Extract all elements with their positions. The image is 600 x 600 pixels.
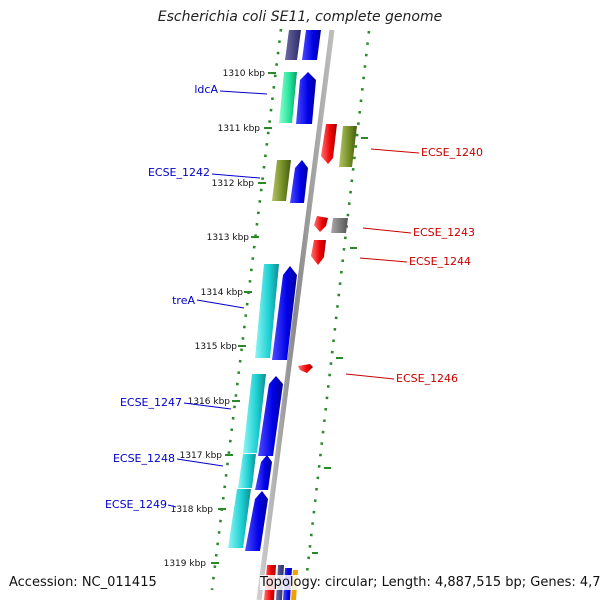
gene-label-ECSE_1248: ECSE_1248 [113, 452, 175, 465]
gene-label-treA: treA [172, 294, 195, 307]
kbp-label: 1311 kbp [218, 124, 261, 134]
feature-ECSE_1242-cds [290, 160, 308, 203]
kbp-label: 1318 kbp [171, 505, 214, 515]
kbp-label: 1312 kbp [212, 179, 255, 189]
gene-label-ECSE_1240: ECSE_1240 [421, 146, 483, 159]
outer-ring-dashes [312, 137, 368, 554]
right-leader-lines [345, 148, 420, 380]
inner-left-tick-ring [210, 28, 283, 591]
gene-label-ECSE_1243: ECSE_1243 [413, 226, 475, 239]
gene-label-ECSE_1242: ECSE_1242 [148, 166, 210, 179]
feature-ECSE_1248-cds [255, 455, 272, 490]
kbp-label: 1315 kbp [195, 342, 238, 352]
feature-ECSE_1249-gene [228, 489, 251, 548]
kbp-tick-marks [211, 72, 276, 564]
feature-ECSE_1244-red [311, 240, 326, 265]
feature-ECSE_1240-olive [339, 126, 357, 167]
genome-backbone [256, 29, 335, 600]
feature-ldcA-gene [279, 72, 297, 123]
feature-ECSE_1247-cds [258, 376, 283, 456]
gene-label-ECSE_1249: ECSE_1249 [105, 498, 167, 511]
feature-ECSE_1240-red [321, 124, 337, 164]
kbp-label: 1319 kbp [164, 559, 207, 569]
kbp-label: 1314 kbp [201, 288, 244, 298]
kbp-label: 1316 kbp [188, 397, 231, 407]
kbp-label: 1310 kbp [223, 69, 266, 79]
left-leader-lines [167, 90, 268, 508]
left-gene-labels: ldcA ECSE_1242 treA ECSE_1247 ECSE_1248 … [105, 83, 219, 511]
gene-label-ECSE_1244: ECSE_1244 [409, 255, 471, 268]
feature-treA-gene [255, 264, 279, 358]
feature-ECSE_1248-gene [238, 454, 256, 488]
feature-ECSE_1249-cds [245, 491, 268, 551]
feature-ECSE_1242-gene [272, 160, 291, 201]
topology-text: Topology: circular; Length: 4,887,515 bp… [260, 575, 600, 590]
gene-label-ldcA: ldcA [194, 83, 218, 96]
feature-ECSE_1243-red [314, 216, 328, 232]
feature-top-blue [302, 30, 321, 60]
feature-ECSE_1246-red [298, 364, 313, 373]
gene-label-ECSE_1246: ECSE_1246 [396, 372, 458, 385]
accession-text: Accession: NC_011415 [9, 575, 157, 590]
feature-top-navy [285, 30, 301, 60]
feature-ldcA-cds [296, 72, 316, 124]
gene-label-ECSE_1247: ECSE_1247 [120, 396, 182, 409]
map-title: Escherichia coli SE11, complete genome [157, 9, 443, 25]
kbp-tick-labels: 1310 kbp 1311 kbp 1312 kbp 1313 kbp 1314… [164, 69, 266, 569]
feature-ECSE_1247-gene [243, 374, 266, 453]
kbp-label: 1313 kbp [207, 233, 250, 243]
feature-ECSE_1243-gray [331, 218, 348, 233]
outer-right-tick-ring [303, 30, 371, 591]
right-gene-labels: ECSE_1240 ECSE_1243 ECSE_1244 ECSE_1246 [396, 146, 483, 385]
kbp-label: 1317 kbp [180, 451, 223, 461]
feature-treA-cds [272, 266, 297, 360]
